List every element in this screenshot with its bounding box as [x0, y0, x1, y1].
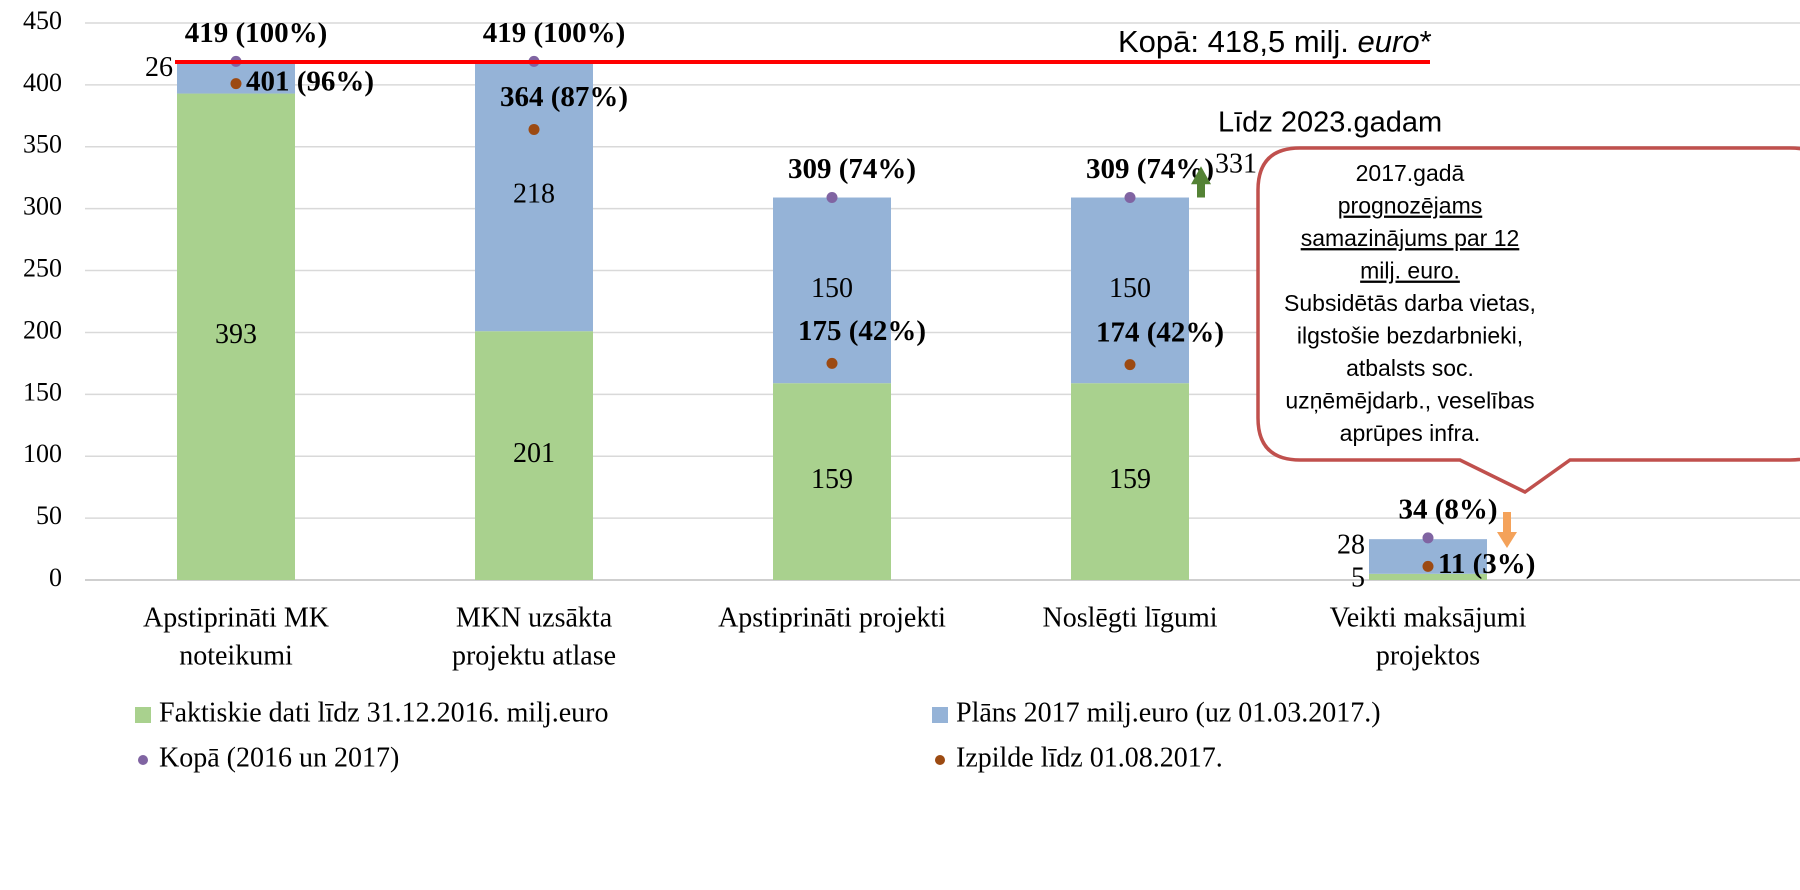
reference-label-part: euro [1358, 24, 1420, 59]
legend-label: Plāns 2017 milj.euro (uz 01.03.2017.) [956, 697, 1381, 728]
y-tick-label: 150 [23, 377, 62, 406]
execution-dot [1124, 359, 1136, 371]
y-tick-label: 0 [49, 563, 62, 592]
segment-label: 201 [513, 438, 555, 469]
arrow-label: 331 [1215, 149, 1257, 180]
y-tick-label: 250 [23, 254, 62, 283]
callout-line: prognozējams [1338, 193, 1482, 219]
callout-line: milj. euro. [1360, 258, 1460, 284]
callout-box [1256, 146, 1800, 495]
x-tick-label: Apstiprināti MK [143, 602, 329, 633]
legend-label: Kopā (2016 un 2017) [159, 742, 399, 773]
bar-segment [1369, 573, 1487, 580]
callout-line: atbalsts soc. [1346, 355, 1474, 381]
segment-label: 218 [513, 179, 555, 210]
total-dot [826, 192, 838, 204]
total-label: 419 (100%) [185, 17, 328, 49]
execution-dot [528, 123, 540, 135]
legend-marker [138, 755, 148, 765]
growth-arrow [1191, 166, 1211, 198]
segment-label: 159 [1109, 464, 1151, 495]
execution-label: 401 (96%) [246, 65, 374, 97]
callout-line: 2017.gadā [1356, 160, 1465, 186]
x-tick-label: projektu atlase [452, 640, 616, 671]
callout-title: Līdz 2023.gadam [1218, 107, 1442, 139]
bar-segment [475, 331, 593, 580]
total-dot [1124, 192, 1136, 204]
y-tick-label: 350 [23, 130, 62, 159]
reference-label: Kopā: 418,5 milj. euro* [1118, 24, 1432, 59]
execution-label: 11 (3%) [1438, 548, 1535, 580]
segment-label: 150 [1109, 273, 1151, 304]
legend-label: Izpilde līdz 01.08.2017. [956, 742, 1223, 773]
y-tick-label: 300 [23, 192, 62, 221]
callout-line: samazinājums par 12 [1301, 225, 1520, 251]
x-tick-label: MKN uzsākta [456, 602, 613, 633]
y-tick-label: 50 [36, 501, 62, 530]
execution-label: 175 (42%) [798, 315, 926, 347]
callout-line: ilgstošie bezdarbnieki, [1297, 323, 1523, 349]
legend-marker [932, 707, 948, 723]
x-tick-label: Noslēgti līgumi [1043, 602, 1218, 633]
legend-label: Faktiskie dati līdz 31.12.2016. milj.eur… [159, 697, 609, 728]
execution-dot [826, 357, 838, 369]
total-label: 309 (74%) [788, 153, 916, 185]
y-tick-label: 400 [23, 68, 62, 97]
execution-label: 174 (42%) [1096, 316, 1224, 348]
bar-segment [773, 383, 891, 580]
total-dot [1422, 532, 1434, 544]
callout-line: Subsidētās darba vietas, [1284, 290, 1536, 316]
bar-segment [1071, 383, 1189, 580]
callout-line: aprūpes infra. [1340, 420, 1481, 446]
segment-label: 393 [215, 319, 257, 350]
x-tick-label: Apstiprināti projekti [718, 602, 946, 633]
total-label: 309 (74%) [1086, 153, 1214, 185]
total-label: 34 (8%) [1398, 494, 1497, 526]
segment-label: 28 [1337, 530, 1365, 561]
reference-label-part: Kopā: 418,5 milj. [1118, 24, 1358, 59]
total-label: 419 (100%) [483, 17, 626, 49]
x-tick-label: projektos [1376, 640, 1480, 671]
execution-label: 364 (87%) [500, 81, 628, 113]
execution-dot [1422, 560, 1434, 572]
y-tick-label: 450 [23, 6, 62, 35]
x-tick-label: noteikumi [179, 640, 293, 671]
segment-label: 159 [811, 464, 853, 495]
y-tick-label: 100 [23, 439, 62, 468]
y-tick-label: 200 [23, 315, 62, 344]
bar-segment [1071, 197, 1189, 384]
callout-line: uzņēmējdarb., veselības [1285, 388, 1534, 414]
bar-segment [773, 197, 891, 384]
down-arrow [1497, 512, 1517, 548]
bar-segment [177, 93, 295, 580]
segment-label: 5 [1351, 562, 1365, 593]
reference-label-part: * [1420, 24, 1432, 59]
segment-label: 26 [145, 52, 173, 83]
legend-marker [935, 755, 945, 765]
x-tick-label: Veikti maksājumi [1330, 602, 1527, 633]
execution-dot [230, 78, 242, 90]
segment-label: 150 [811, 273, 853, 304]
legend-marker [135, 707, 151, 723]
bar-segment [475, 61, 593, 332]
